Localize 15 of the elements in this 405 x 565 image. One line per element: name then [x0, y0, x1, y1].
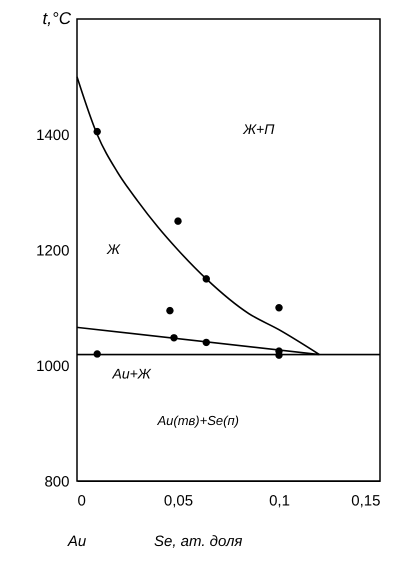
y-tick-label: 800 [44, 474, 70, 490]
y-tick-label: 1000 [36, 358, 70, 375]
annotation: Au+Ж [111, 366, 152, 382]
x-tick-label: 0,15 [351, 492, 380, 510]
x-tick-label: 0 [78, 492, 86, 510]
y-tick-label: 1400 [36, 127, 70, 144]
x-tick-label: 0,05 [164, 492, 194, 510]
annotation: Ж [106, 241, 121, 257]
text: Au [66, 533, 87, 550]
annotation: Au(тв)+Se(п) [156, 412, 239, 428]
x-tick-label: 0,1 [269, 492, 290, 510]
annotation: Ж+П [242, 120, 276, 137]
y-axis-title: t,°C [42, 9, 72, 28]
x-axis-title: Se, ат. доля [154, 533, 242, 550]
y-tick-label: 1200 [36, 242, 70, 260]
